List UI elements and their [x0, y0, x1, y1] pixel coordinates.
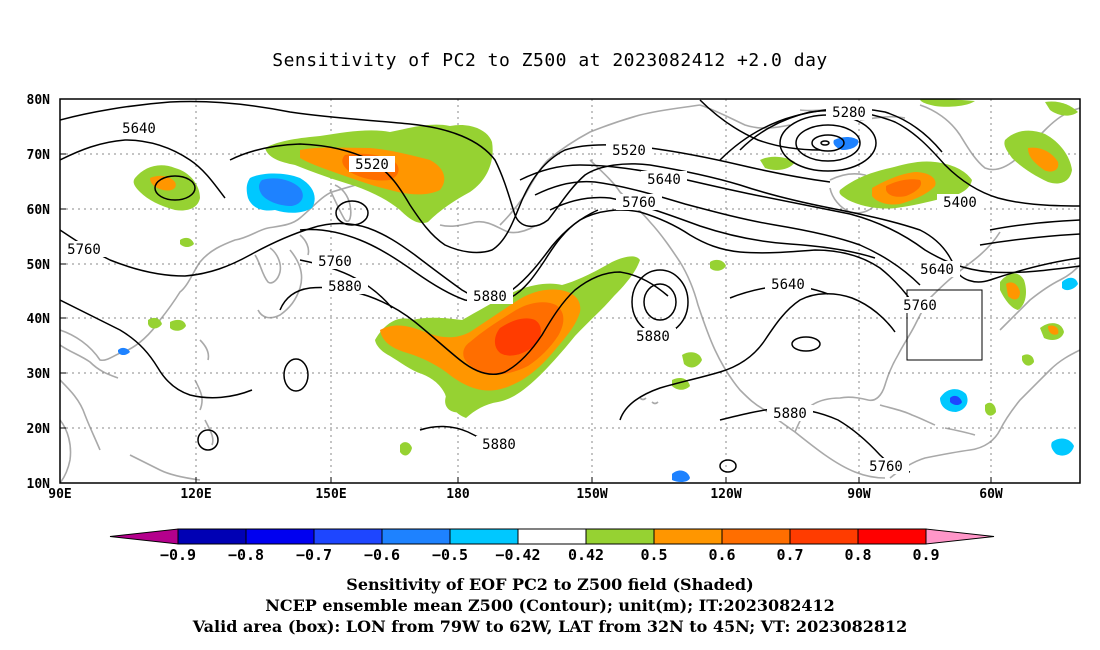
lat-label: 40N	[27, 312, 51, 327]
colorbar-box	[789, 528, 859, 545]
shade-patch-small-5	[682, 352, 702, 368]
contour-label: 5880	[482, 437, 516, 453]
colorbar-label: 0.6	[708, 546, 735, 564]
colorbar-label: −0.6	[364, 546, 400, 564]
shade-patch-greenland-darkorange	[886, 179, 922, 197]
lat-label: 80N	[27, 93, 51, 108]
contour-label: 5640	[647, 172, 681, 188]
colorbar-label: 0.8	[844, 546, 871, 564]
lat-label: 60N	[27, 203, 51, 218]
colorbar-label: 0.42	[568, 546, 604, 564]
colorbar-label: −0.9	[160, 546, 196, 564]
colorbar-box	[653, 528, 723, 545]
shade-patch-asia-orange	[150, 175, 176, 191]
shade-patch-arctic-orange	[1028, 147, 1059, 172]
shade-patch-small-2	[170, 319, 186, 331]
shade-patch-atlantic-orange	[1006, 282, 1020, 300]
shade-patch-atlantic-orange2	[1048, 325, 1059, 335]
shade-patch-small-10	[1022, 354, 1034, 366]
colorbar-arrow-right	[925, 528, 995, 545]
lat-label: 50N	[27, 258, 51, 273]
lon-label: 120W	[710, 487, 741, 502]
colorbar-box	[245, 528, 315, 545]
colorbar-box	[313, 528, 383, 545]
shade-patch-siberia-blue	[259, 178, 303, 206]
contour-label: 5880	[773, 406, 807, 422]
contour-label: 5520	[612, 143, 646, 159]
colorbar-box	[857, 528, 927, 545]
contour-label: 5640	[920, 262, 954, 278]
shade-patch-arctic-blue	[833, 137, 859, 150]
shade-patch-pacific-green-small	[445, 390, 467, 413]
lat-label: 10N	[27, 477, 51, 492]
contour-label: 5400	[943, 195, 977, 211]
shade-patch-small-11	[180, 237, 194, 247]
colorbar-box	[177, 528, 247, 545]
contour-label: 5880	[473, 289, 507, 305]
colorbar-label: −0.7	[296, 546, 332, 564]
shade-patch-toparc-green	[920, 99, 975, 107]
colorbar: −0.9 −0.8 −0.7 −0.6 −0.5 −0.42 0.42 0.5 0.6 0.7 0.…	[109, 528, 995, 564]
colorbar-label: 0.5	[640, 546, 667, 564]
colorbar-box	[449, 528, 519, 545]
contour-label: 5880	[328, 279, 362, 295]
lat-label: 20N	[27, 422, 51, 437]
valid-area-box	[906, 289, 983, 361]
shade-patch-toparc-green2	[1045, 101, 1078, 116]
shade-patch-small-4	[400, 442, 412, 456]
lon-label: 150E	[315, 487, 346, 502]
lon-label: 150W	[576, 487, 607, 502]
lon-label: 60W	[979, 487, 1003, 502]
colorbar-label: 0.7	[776, 546, 803, 564]
colorbar-box	[517, 528, 587, 545]
contour-label: 5520	[355, 157, 389, 173]
lat-labels: 80N 70N 60N 50N 40N 30N 20N 10N	[27, 93, 51, 492]
contour-label: 5280	[832, 105, 866, 121]
colorbar-label: −0.42	[495, 546, 540, 564]
contour-label: 5640	[122, 121, 156, 137]
colorbar-box	[721, 528, 791, 545]
contour-label: 5760	[622, 195, 656, 211]
shade-patch-small-1	[148, 317, 162, 329]
map-frame	[59, 98, 1081, 484]
contour-label-group: 5280 5640 5520 5520 5640 5760 5400 5760 …	[61, 104, 983, 475]
contour-label: 5760	[67, 242, 101, 258]
shade-patch-caribbean-blue	[950, 395, 962, 405]
contour-label: 5760	[318, 254, 352, 270]
shade-patch-small-8	[672, 470, 690, 483]
lat-label: 70N	[27, 148, 51, 163]
lon-label: 120E	[180, 487, 211, 502]
lon-labels: 90E 120E 150E 180 150W 120W 90W 60W	[48, 487, 1003, 502]
colorbar-box	[585, 528, 655, 545]
contour-label: 5760	[869, 459, 903, 475]
shade-patch-atlantic-lightblue	[1051, 438, 1074, 456]
axis-ticks	[59, 98, 992, 484]
lat-label: 30N	[27, 367, 51, 382]
chart-title: Sensitivity of PC2 to Z500 at 2023082412…	[272, 50, 828, 71]
shade-patch-atlantic-lightblue2	[1062, 277, 1078, 291]
contour-label: 5640	[771, 277, 805, 293]
caption-line-1: Sensitivity of EOF PC2 to Z500 field (Sh…	[346, 575, 754, 594]
colorbar-label: 0.9	[912, 546, 939, 564]
lon-label: 180	[446, 487, 470, 502]
colorbar-label: −0.8	[228, 546, 264, 564]
colorbar-arrow-left	[109, 528, 179, 545]
shade-patch-arctic-green3	[760, 156, 795, 170]
colorbar-box	[381, 528, 451, 545]
shade-patch-small-3	[118, 347, 130, 355]
sensitivity-shading	[118, 99, 1078, 483]
colorbar-label: −0.5	[432, 546, 468, 564]
shade-patch-small-7	[710, 259, 726, 271]
lon-label: 90E	[48, 487, 71, 502]
caption-line-3: Valid area (box): LON from 79W to 62W, L…	[192, 617, 908, 636]
contour-label: 5760	[903, 298, 937, 314]
shade-patch-pacific-red	[494, 318, 541, 356]
captions: Sensitivity of EOF PC2 to Z500 field (Sh…	[0, 574, 1100, 637]
contour-label: 5880	[636, 329, 670, 345]
caption-line-2: NCEP ensemble mean Z500 (Contour); unit(…	[265, 596, 835, 615]
shade-patch-small-9	[985, 402, 996, 416]
lon-label: 90W	[847, 487, 871, 502]
